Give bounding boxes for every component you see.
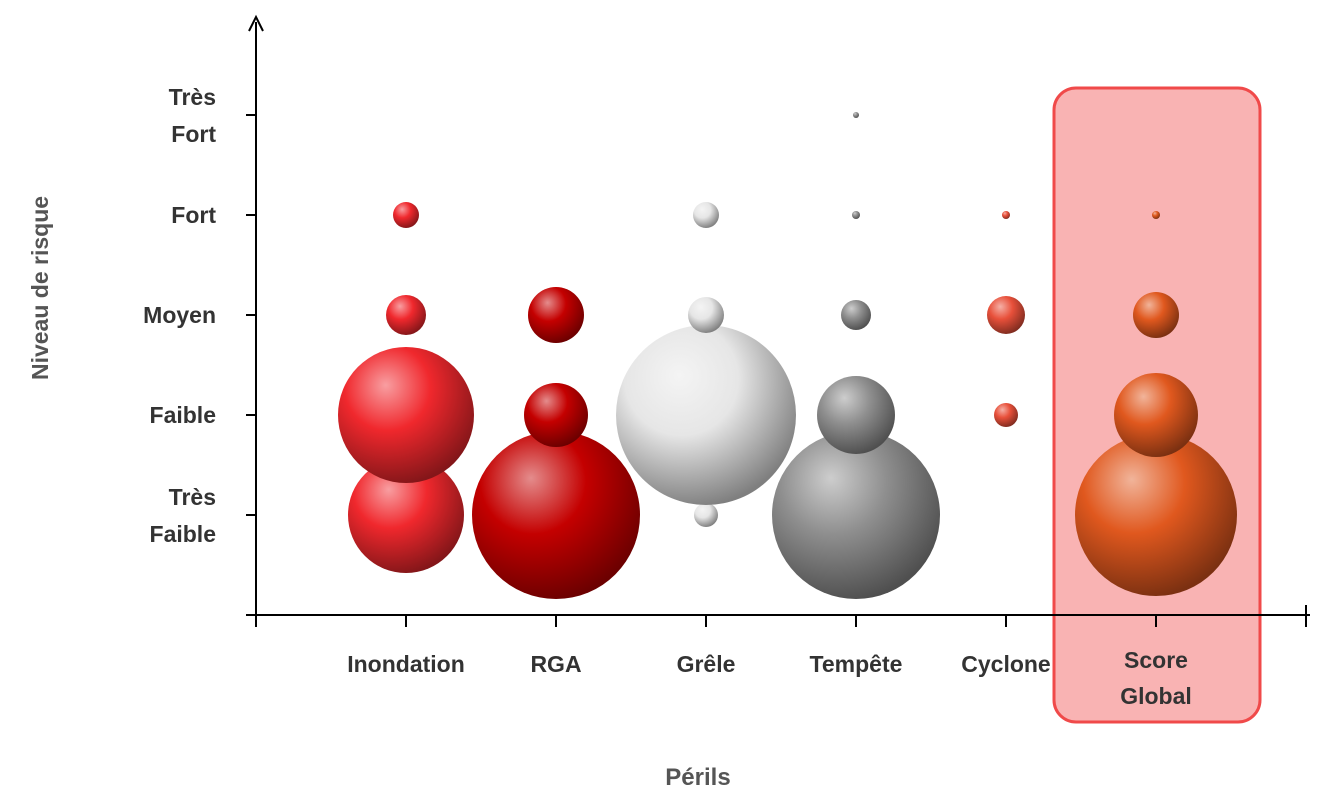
bubble [1002, 211, 1010, 219]
y-tick-label: Moyen [143, 302, 216, 328]
x-tick-label: Cyclone [961, 651, 1050, 677]
axes-layer [246, 14, 1310, 616]
ticks-layer [246, 114, 1307, 627]
bubble [386, 295, 426, 335]
bubble [616, 325, 796, 505]
x-axis-title: Périls [665, 764, 730, 789]
y-tick-label-line: Très [169, 84, 216, 110]
y-tick-label-line: Très [169, 484, 216, 510]
y-axis-arrow-icon [248, 14, 264, 32]
bubble [528, 287, 584, 343]
y-tick-labels: Très Faible Faible Moyen Fort Très Fort [143, 84, 216, 547]
x-tick-label-line: Score [1124, 647, 1188, 673]
y-tick-label: Faible [150, 402, 216, 428]
x-tick-label-line: Global [1120, 683, 1192, 709]
x-tick-label: Tempête [810, 651, 903, 677]
bubble [693, 202, 719, 228]
bubble [772, 431, 940, 599]
bubble [852, 211, 860, 219]
bubble [338, 347, 474, 483]
bubble [841, 300, 871, 330]
bubble [472, 431, 640, 599]
y-tick-label: Très Fort [169, 84, 217, 147]
bubble [1075, 434, 1237, 596]
y-axis-title: Niveau de risque [27, 196, 53, 380]
x-tick-label: Score Global [1120, 647, 1192, 709]
x-tick-label: Inondation [347, 651, 465, 677]
bubble [1152, 211, 1160, 219]
y-tick-label: Très Faible [150, 484, 216, 547]
bubble [348, 457, 464, 573]
x-tick-label: RGA [530, 651, 581, 677]
bubble [524, 383, 588, 447]
bubble [688, 297, 724, 333]
bubble [817, 376, 895, 454]
x-tick-labels: Inondation RGA Grêle Tempête Cyclone Score Glo… [347, 647, 1192, 709]
bubble [393, 202, 419, 228]
y-tick-label: Fort [171, 202, 216, 228]
bubble [987, 296, 1025, 334]
bubble [853, 112, 859, 118]
bubbles-layer [338, 112, 1237, 599]
bubble [1114, 373, 1198, 457]
x-tick-label: Grêle [677, 651, 736, 677]
y-tick-label-line: Faible [150, 521, 216, 547]
bubble [694, 503, 718, 527]
bubble [994, 403, 1018, 427]
y-tick-label-line: Fort [171, 121, 216, 147]
bubble [1133, 292, 1179, 338]
